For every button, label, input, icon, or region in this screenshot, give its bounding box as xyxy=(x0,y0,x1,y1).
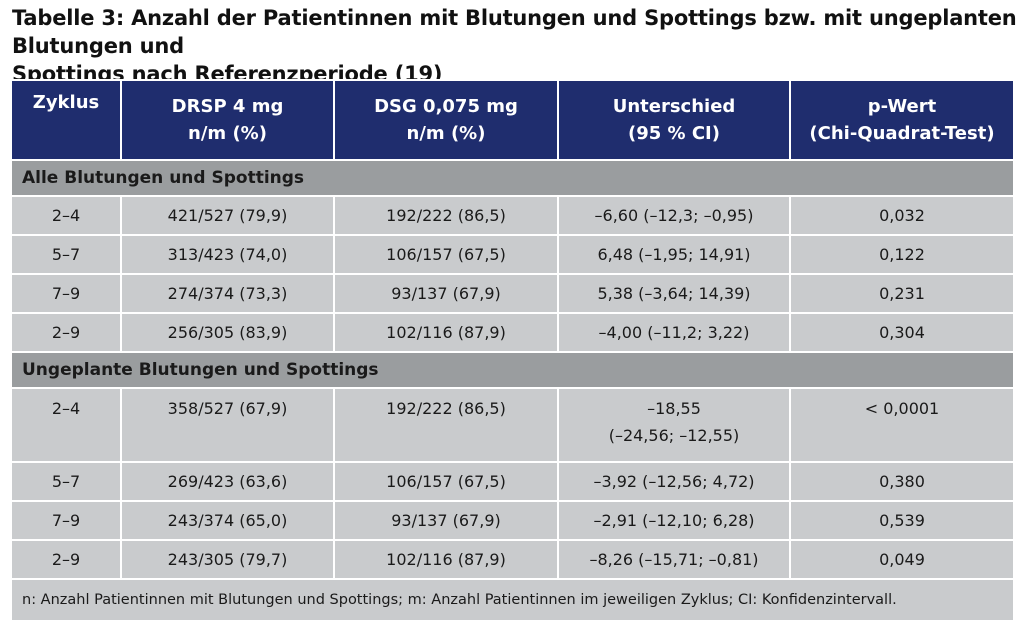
cell-unterschied: –3,92 (–12,56; 4,72) xyxy=(559,463,789,500)
cell-unterschied: –18,55 (–24,56; –12,55) xyxy=(559,389,789,461)
cell-zyklus: 5–7 xyxy=(12,463,120,500)
footnote-row: n: Anzahl Patientinnen mit Blutungen und… xyxy=(12,580,1013,620)
cell-unterschied: 6,48 (–1,95; 14,91) xyxy=(559,236,789,273)
cell-dsg: 192/222 (86,5) xyxy=(335,389,557,461)
cell-p-wert: 0,032 xyxy=(791,197,1013,234)
header-row: Zyklus DRSP 4 mg n/m (%) DSG 0,075 mg n/m … xyxy=(12,81,1013,159)
cell-drsp: 358/527 (67,9) xyxy=(122,389,333,461)
cell-unterschied-value: –18,55 xyxy=(647,399,701,418)
cell-drsp: 243/374 (65,0) xyxy=(122,502,333,539)
header-dsg: DSG 0,075 mg n/m (%) xyxy=(335,81,557,159)
results-table: Zyklus DRSP 4 mg n/m (%) DSG 0,075 mg n/m … xyxy=(10,79,1015,622)
cell-unterschied: –2,91 (–12,10; 6,28) xyxy=(559,502,789,539)
cell-unterschied-ci: (–24,56; –12,55) xyxy=(608,426,740,445)
cell-dsg: 106/157 (67,5) xyxy=(335,236,557,273)
cell-p-wert: 0,539 xyxy=(791,502,1013,539)
table-row: 2–9 256/305 (83,9) 102/116 (87,9) –4,00 … xyxy=(12,314,1013,351)
table-row: 2–4 358/527 (67,9) 192/222 (86,5) –18,55… xyxy=(12,389,1013,461)
cell-p-wert: 0,122 xyxy=(791,236,1013,273)
cell-dsg: 106/157 (67,5) xyxy=(335,463,557,500)
cell-dsg: 192/222 (86,5) xyxy=(335,197,557,234)
table-row: 2–9 243/305 (79,7) 102/116 (87,9) –8,26 … xyxy=(12,541,1013,578)
cell-dsg: 93/137 (67,9) xyxy=(335,275,557,312)
table-row: 5–7 313/423 (74,0) 106/157 (67,5) 6,48 (… xyxy=(12,236,1013,273)
table-row: 2–4 421/527 (79,9) 192/222 (86,5) –6,60 … xyxy=(12,197,1013,234)
footnote: n: Anzahl Patientinnen mit Blutungen und… xyxy=(12,580,1013,620)
cell-zyklus: 2–9 xyxy=(12,541,120,578)
section-title: Ungeplante Blutungen und Spottings xyxy=(12,353,1013,387)
table-row: 5–7 269/423 (63,6) 106/157 (67,5) –3,92 … xyxy=(12,463,1013,500)
cell-zyklus: 2–9 xyxy=(12,314,120,351)
table-row: 7–9 274/374 (73,3) 93/137 (67,9) 5,38 (–… xyxy=(12,275,1013,312)
cell-drsp: 274/374 (73,3) xyxy=(122,275,333,312)
cell-dsg: 102/116 (87,9) xyxy=(335,314,557,351)
table-row: 7–9 243/374 (65,0) 93/137 (67,9) –2,91 (… xyxy=(12,502,1013,539)
cell-zyklus: 5–7 xyxy=(12,236,120,273)
cell-unterschied: 5,38 (–3,64; 14,39) xyxy=(559,275,789,312)
cell-dsg: 93/137 (67,9) xyxy=(335,502,557,539)
section-row-ungeplante: Ungeplante Blutungen und Spottings xyxy=(12,353,1013,387)
header-unterschied: Unterschied (95 % CI) xyxy=(559,81,789,159)
cell-zyklus: 7–9 xyxy=(12,502,120,539)
cell-dsg: 102/116 (87,9) xyxy=(335,541,557,578)
cell-drsp: 256/305 (83,9) xyxy=(122,314,333,351)
caption-line-1: Tabelle 3: Anzahl der Patientinnen mit B… xyxy=(12,6,1017,58)
cell-zyklus: 2–4 xyxy=(12,389,120,461)
cell-drsp: 313/423 (74,0) xyxy=(122,236,333,273)
cell-p-wert: < 0,0001 xyxy=(791,389,1013,461)
cell-drsp: 269/423 (63,6) xyxy=(122,463,333,500)
header-drsp: DRSP 4 mg n/m (%) xyxy=(122,81,333,159)
cell-unterschied: –4,00 (–11,2; 3,22) xyxy=(559,314,789,351)
cell-zyklus: 2–4 xyxy=(12,197,120,234)
cell-p-wert: 0,380 xyxy=(791,463,1013,500)
section-row-alle: Alle Blutungen und Spottings xyxy=(12,161,1013,195)
cell-p-wert: 0,304 xyxy=(791,314,1013,351)
cell-drsp: 421/527 (79,9) xyxy=(122,197,333,234)
cell-drsp: 243/305 (79,7) xyxy=(122,541,333,578)
header-p-wert: p-Wert (Chi-Quadrat-Test) xyxy=(791,81,1013,159)
cell-unterschied: –8,26 (–15,71; –0,81) xyxy=(559,541,789,578)
section-title: Alle Blutungen und Spottings xyxy=(12,161,1013,195)
cell-unterschied: –6,60 (–12,3; –0,95) xyxy=(559,197,789,234)
cell-p-wert: 0,231 xyxy=(791,275,1013,312)
table-caption: Tabelle 3: Anzahl der Patientinnen mit B… xyxy=(12,4,1017,88)
header-zyklus: Zyklus xyxy=(12,81,120,159)
cell-zyklus: 7–9 xyxy=(12,275,120,312)
cell-p-wert: 0,049 xyxy=(791,541,1013,578)
